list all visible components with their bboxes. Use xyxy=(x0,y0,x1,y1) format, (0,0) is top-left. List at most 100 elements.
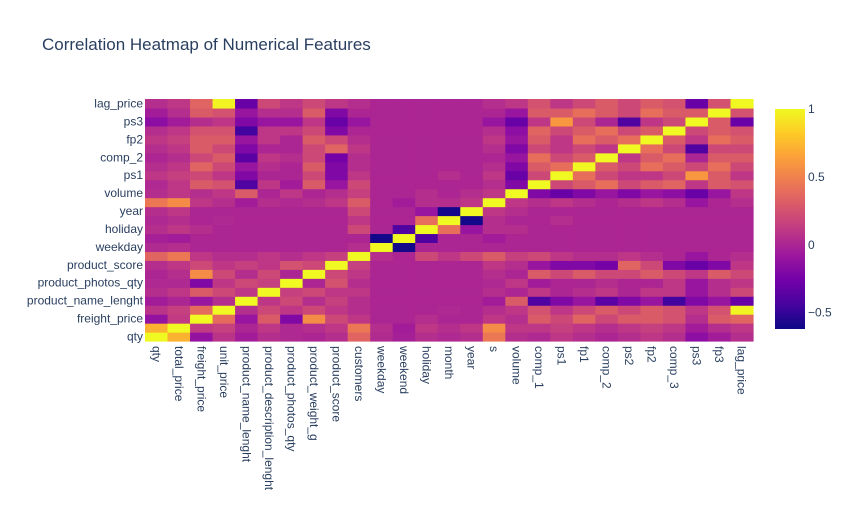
heatmap-cell-weekday-total_price xyxy=(167,242,191,252)
heatmap-cell-weekday-product_weight_g xyxy=(302,242,326,252)
heatmap-cell-product_weight_g-product_name_lenght xyxy=(235,269,259,279)
heatmap-cell-product_score-unit_price xyxy=(212,260,236,270)
heatmap-cell-holiday-weekday xyxy=(370,224,394,235)
heatmap-cell-weekend-volume xyxy=(505,233,529,243)
heatmap-cell-month-month xyxy=(437,215,461,226)
y-tick-label-weekday: weekday xyxy=(95,240,143,254)
heatmap-cell-ps2-product_weight_g xyxy=(302,143,326,154)
heatmap-cell-fp2-weekend xyxy=(392,134,416,145)
heatmap-cell-volume-fp3 xyxy=(707,188,732,199)
heatmap-cell-total_price-qty xyxy=(145,323,169,333)
heatmap-cell-comp_1-product_score xyxy=(325,179,349,190)
heatmap-cell-comp_2-product_score xyxy=(325,152,349,163)
heatmap-cell-product_score-freight_price xyxy=(190,260,214,270)
heatmap-cell-total_price-product_score xyxy=(325,323,349,333)
heatmap-cell-fp3-s xyxy=(482,107,506,118)
heatmap-cell-month-volume xyxy=(505,215,529,226)
heatmap-cell-product_photos_qty-fp3 xyxy=(707,278,732,288)
heatmap-cell-freight_price-product_photos_qty xyxy=(280,314,304,324)
heatmap-cell-product_weight_g-product_photos_qty xyxy=(280,269,304,279)
heatmap-cell-comp_1-product_weight_g xyxy=(302,179,326,190)
heatmap-cell-holiday-product_score xyxy=(325,224,349,235)
heatmap-cell-customers-s xyxy=(482,251,506,261)
heatmap-cell-comp_2-fp2 xyxy=(640,152,664,163)
heatmap-cell-lag_price-month xyxy=(437,99,461,109)
heatmap-cell-month-s xyxy=(482,215,506,226)
y-tick-label-comp_2: comp_2 xyxy=(100,150,143,164)
heatmap-cell-qty-product_name_lenght xyxy=(235,332,259,342)
heatmap-cell-weekend-weekday xyxy=(370,233,394,243)
heatmap-cell-weekend-comp_2 xyxy=(595,233,619,243)
heatmap-cell-comp_1-freight_price xyxy=(190,179,214,190)
heatmap-cell-product_photos_qty-volume xyxy=(505,278,529,288)
heatmap-cell-fp3-freight_price xyxy=(190,107,214,118)
heatmap-cell-customers-unit_price xyxy=(212,251,236,261)
heatmap-cell-fp2-total_price xyxy=(167,134,191,145)
heatmap-cell-ps1-weekday xyxy=(370,170,394,181)
heatmap-cell-month-freight_price xyxy=(190,215,214,226)
x-tick-label-product_name_lenght: product_name_lenght xyxy=(239,346,253,463)
heatmap-cell-product_photos_qty-comp_1 xyxy=(527,278,551,288)
heatmap-cell-fp2-lag_price xyxy=(730,134,754,145)
heatmap-cell-product_description_lenght-total_price xyxy=(167,287,191,297)
heatmap-cell-customers-fp2 xyxy=(640,251,664,261)
heatmap-cell-lag_price-fp2 xyxy=(640,99,664,109)
heatmap-cell-fp3-qty xyxy=(145,107,169,118)
heatmap-cell-year-fp1 xyxy=(572,206,596,217)
heatmap-cell-product_score-ps3 xyxy=(685,260,709,270)
heatmap-cell-ps2-product_name_lenght xyxy=(235,143,259,154)
heatmap-cell-product_photos_qty-fp2 xyxy=(640,278,664,288)
heatmap-cell-qty-comp_3 xyxy=(662,332,687,342)
heatmap-cell-unit_price-total_price xyxy=(167,305,191,315)
heatmap-cell-qty-lag_price xyxy=(730,332,754,342)
heatmap-cell-ps2-freight_price xyxy=(190,143,214,154)
heatmap-cell-product_photos_qty-product_photos_qty xyxy=(280,278,304,288)
heatmap-cell-month-product_weight_g xyxy=(302,215,326,226)
heatmap-cell-product_name_lenght-unit_price xyxy=(212,296,236,306)
heatmap-cell-weekday-unit_price xyxy=(212,242,236,252)
heatmap-cell-holiday-freight_price xyxy=(190,224,214,235)
heatmap-cell-fp3-year xyxy=(460,107,484,118)
heatmap-cell-fp2-volume xyxy=(505,134,529,145)
heatmap-cell-product_name_lenght-weekend xyxy=(392,296,416,306)
heatmap-cell-ps1-customers xyxy=(347,170,371,181)
heatmap-cell-unit_price-holiday xyxy=(415,305,439,315)
heatmap-cell-fp1-product_name_lenght xyxy=(235,161,259,172)
heatmap-cell-s-fp2 xyxy=(640,197,664,208)
heatmap-cell-product_description_lenght-freight_price xyxy=(190,287,214,297)
heatmap-cell-ps3-comp_1 xyxy=(527,116,551,127)
heatmap-cell-qty-fp3 xyxy=(707,332,732,342)
heatmap-cell-fp2-ps1 xyxy=(550,134,574,145)
heatmap-cell-volume-customers xyxy=(347,188,371,199)
heatmap-cell-fp3-weekend xyxy=(392,107,416,118)
heatmap-cell-fp3-lag_price xyxy=(730,107,754,118)
heatmap-cell-product_weight_g-qty xyxy=(145,269,169,279)
heatmap-cell-ps1-fp2 xyxy=(640,170,664,181)
heatmap-cell-product_name_lenght-ps2 xyxy=(617,296,642,306)
heatmap-cell-total_price-ps2 xyxy=(617,323,642,333)
heatmap-cell-holiday-volume xyxy=(505,224,529,235)
heatmap-cell-product_score-product_weight_g xyxy=(302,260,326,270)
heatmap-cell-comp_2-weekend xyxy=(392,152,416,163)
heatmap-cell-comp_2-product_photos_qty xyxy=(280,152,304,163)
heatmap-cell-year-freight_price xyxy=(190,206,214,217)
heatmap-cell-customers-ps1 xyxy=(550,251,574,261)
heatmap-cell-comp_1-month xyxy=(437,179,461,190)
heatmap-cell-product_score-product_score xyxy=(325,260,349,270)
x-tick-label-customers: customers xyxy=(352,346,366,401)
heatmap-cell-weekday-product_score xyxy=(325,242,349,252)
heatmap-cell-ps2-year xyxy=(460,143,484,154)
heatmap-cell-weekend-holiday xyxy=(415,233,439,243)
heatmap-cell-comp_3-fp1 xyxy=(572,125,596,136)
heatmap-cell-month-fp3 xyxy=(707,215,732,226)
heatmap-cell-product_name_lenght-product_score xyxy=(325,296,349,306)
heatmap-cell-comp_2-holiday xyxy=(415,152,439,163)
heatmap-cell-holiday-total_price xyxy=(167,224,191,235)
heatmap-cell-comp_2-volume xyxy=(505,152,529,163)
heatmap-cell-product_description_lenght-month xyxy=(437,287,461,297)
heatmap-cell-product_description_lenght-fp1 xyxy=(572,287,596,297)
heatmap-cell-freight_price-ps3 xyxy=(685,314,709,324)
heatmap-cell-unit_price-fp3 xyxy=(707,305,732,315)
heatmap-cell-product_description_lenght-lag_price xyxy=(730,287,754,297)
colorbar xyxy=(775,109,805,329)
